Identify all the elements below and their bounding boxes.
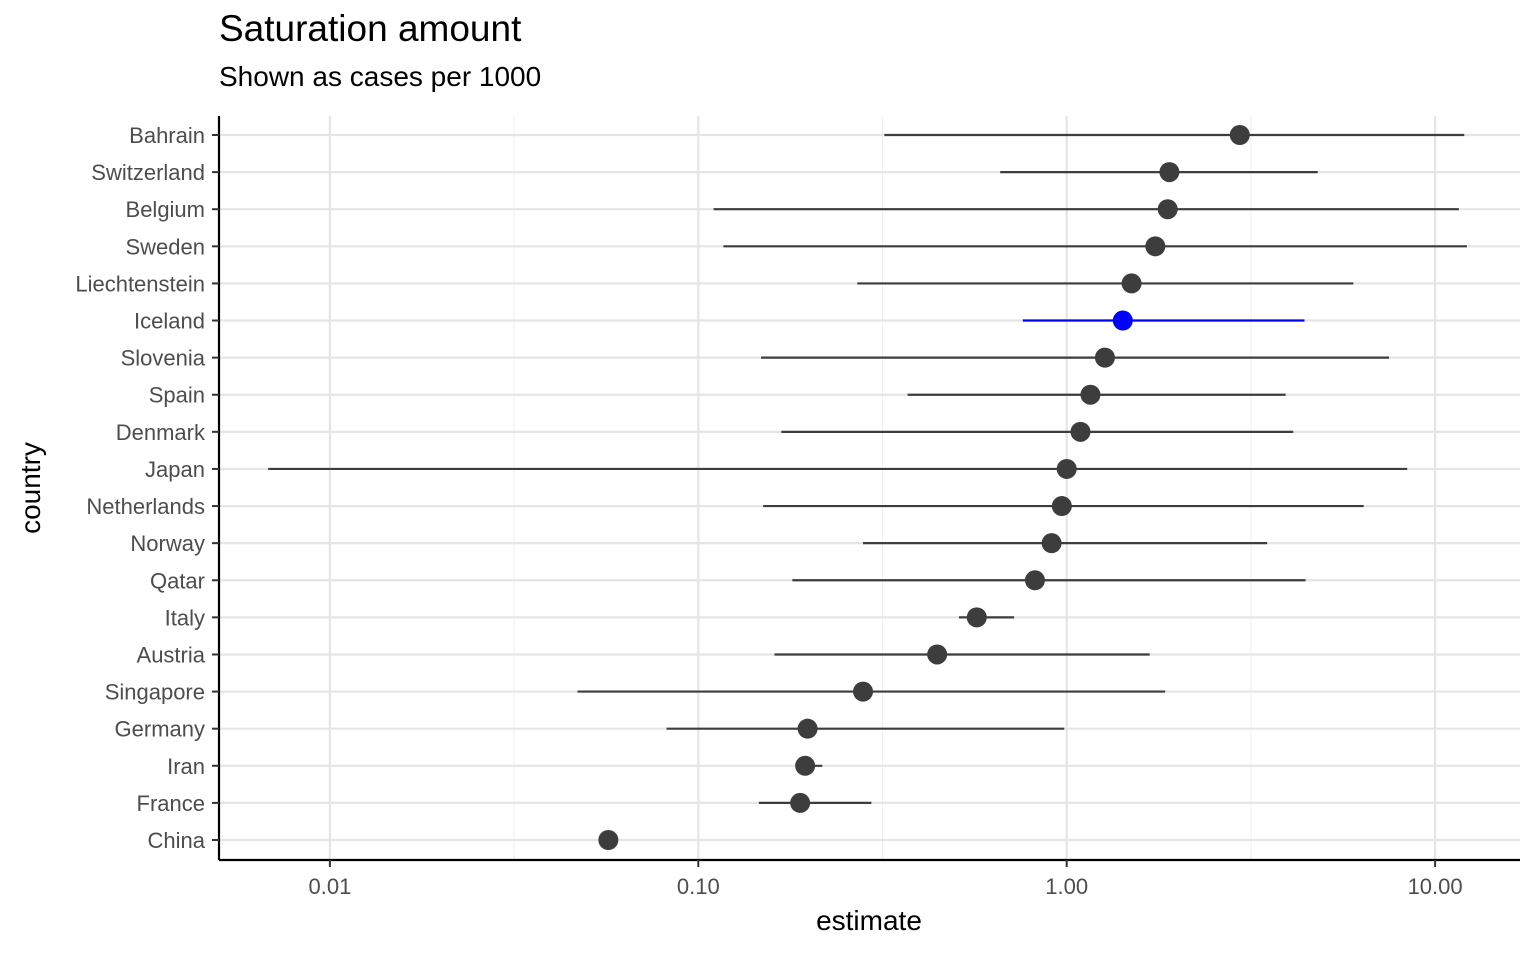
y-tick-label: Sweden: [125, 234, 205, 259]
data-point: [795, 755, 816, 776]
y-tick-label: China: [148, 828, 206, 853]
y-tick-label: Bahrain: [129, 123, 205, 148]
x-tick-label: 0.10: [677, 874, 720, 899]
y-tick-label: France: [137, 791, 205, 816]
y-tick-label: Norway: [130, 531, 205, 556]
data-point: [790, 792, 811, 813]
data-point: [1229, 125, 1250, 145]
y-axis-title: country: [15, 442, 46, 534]
y-tick-label: Japan: [145, 457, 205, 482]
y-tick-label: Qatar: [150, 568, 205, 593]
y-tick-label: Netherlands: [86, 494, 205, 519]
data-point: [1094, 347, 1115, 368]
grid-lines: [219, 116, 1520, 860]
y-tick-label: Switzerland: [91, 160, 205, 185]
data-point: [1112, 310, 1133, 331]
data-point: [1121, 273, 1142, 294]
y-tick-label: Spain: [149, 383, 205, 408]
chart-title: Saturation amount: [219, 8, 522, 49]
chart-subtitle: Shown as cases per 1000: [219, 61, 542, 92]
data-point: [1080, 384, 1101, 405]
x-tick-label: 10.00: [1408, 874, 1463, 899]
data-point: [1159, 162, 1180, 183]
data-point: [1041, 533, 1062, 554]
x-tick-label: 1.00: [1045, 874, 1088, 899]
data-point: [1051, 496, 1072, 517]
data-point: [1070, 421, 1091, 442]
y-tick-label: Slovenia: [121, 346, 206, 371]
y-tick-label: Iceland: [134, 309, 205, 334]
y-tick-label: Austria: [137, 642, 206, 667]
data-point: [966, 607, 987, 628]
data-point: [1145, 236, 1166, 257]
data-point: [797, 718, 818, 739]
data-series: [268, 125, 1467, 850]
data-point: [598, 830, 619, 850]
data-point: [1024, 570, 1045, 591]
axes: [217, 116, 1520, 862]
x-axis-title: estimate: [816, 905, 922, 936]
data-point: [1056, 458, 1077, 479]
x-tick-label: 0.01: [308, 874, 351, 899]
data-point: [1157, 199, 1178, 220]
y-tick-label: Denmark: [116, 420, 206, 445]
data-point: [927, 644, 948, 665]
data-point: [853, 681, 874, 702]
y-tick-label: Liechtenstein: [75, 271, 205, 296]
y-tick-label: Italy: [165, 605, 205, 630]
y-tick-label: Belgium: [126, 197, 205, 222]
y-tick-label: Singapore: [105, 680, 205, 705]
y-tick-label: Iran: [167, 754, 205, 779]
y-tick-label: Germany: [115, 717, 205, 742]
tick-labels: 0.01 0.10 1.00 10.00 Bahrain Switzerland Belgi…: [75, 123, 1462, 899]
